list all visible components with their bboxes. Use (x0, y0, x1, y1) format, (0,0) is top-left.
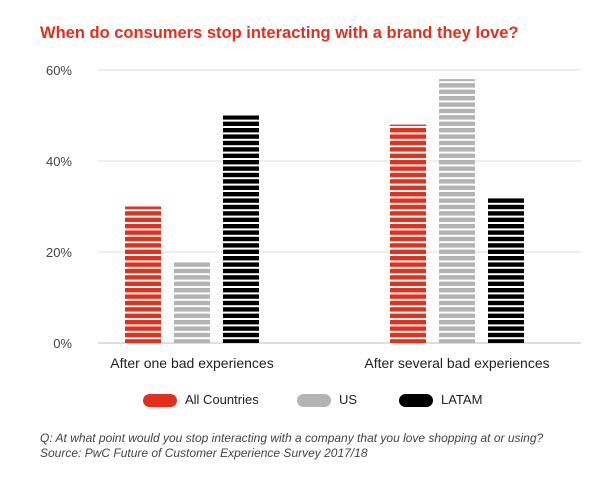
bar-all-countries-0 (125, 206, 161, 343)
y-tick-label: 20% (46, 245, 72, 260)
chart-footnote: Q: At what point would you stop interact… (40, 431, 580, 461)
legend-label-us: US (339, 392, 358, 407)
legend-swatch-us (297, 394, 331, 407)
legend-label-all-countries: All Countries (185, 392, 259, 407)
legend-swatch-latam (399, 394, 433, 407)
bar-chart: 0% 20% 40% 60% After one bad experiences Afte… (46, 63, 581, 371)
chart-title: When do consumers stop interacting with … (40, 24, 519, 42)
bar-us-1 (439, 79, 475, 343)
x-category-label: After one bad experiences (110, 355, 273, 371)
x-category-label: After several bad experiences (364, 355, 549, 371)
legend-swatch-all-countries (143, 394, 177, 407)
y-tick-label: 0% (53, 336, 72, 351)
bar-latam-1 (488, 197, 524, 343)
y-tick-label: 60% (46, 63, 72, 78)
legend-label-latam: LATAM (441, 392, 483, 407)
bar-latam-0 (223, 115, 259, 343)
y-tick-label: 40% (46, 154, 72, 169)
footnote-question: Q: At what point would you stop interact… (40, 431, 544, 445)
chart-legend: All Countries US LATAM (0, 391, 599, 411)
bar-us-0 (174, 261, 210, 343)
bar-all-countries-1 (390, 124, 426, 343)
footnote-source: Source: PwC Future of Customer Experienc… (40, 446, 368, 460)
